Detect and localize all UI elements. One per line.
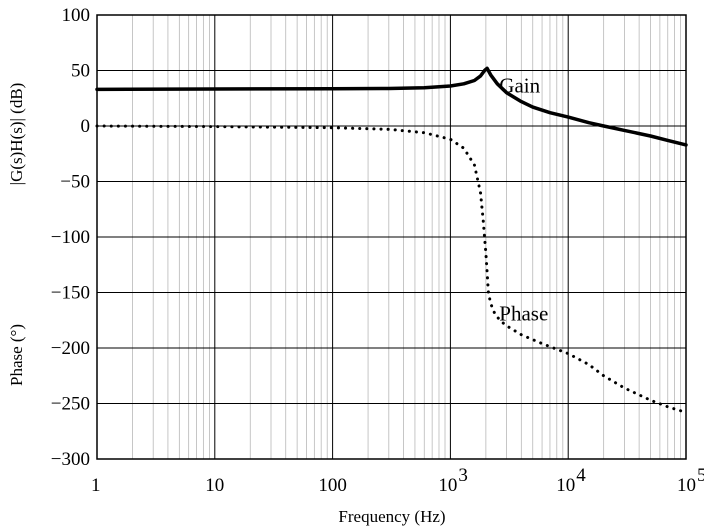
y-tick-label: 50 bbox=[71, 61, 90, 82]
x-tick-label-exponent: 3 bbox=[458, 465, 468, 486]
x-tick-label: 10 5 bbox=[677, 465, 704, 496]
x-tick-label: 10 4 bbox=[556, 465, 586, 496]
x-axis-title: Frequency (Hz) bbox=[338, 507, 445, 526]
y-axis-title-phase: Phase (°) bbox=[7, 324, 26, 386]
x-tick-label-exponent: 5 bbox=[697, 465, 704, 486]
x-tick-label: 1 bbox=[91, 475, 101, 496]
y-tick-label: −150 bbox=[51, 283, 90, 304]
x-tick-label-base: 10 bbox=[556, 475, 575, 496]
series-labels: Gain Phase bbox=[499, 74, 548, 326]
series-gain-line bbox=[95, 66, 688, 147]
series-label-phase: Phase bbox=[499, 301, 548, 325]
x-tick-label: 100 bbox=[318, 475, 347, 496]
series-phase-line bbox=[95, 124, 688, 414]
x-tick-label: 10 3 bbox=[438, 465, 468, 496]
x-tick-label-base: 10 bbox=[438, 475, 457, 496]
y-tick-label: −100 bbox=[51, 227, 90, 248]
y-tick-label: 100 bbox=[62, 5, 91, 26]
x-tick-label: 10 bbox=[205, 475, 224, 496]
series-layer bbox=[95, 66, 688, 414]
y-axis-title-gain: |G(s)H(s)| (dB) bbox=[7, 83, 26, 186]
y-tick-labels: 100 50 0 −50 −100 −150 −200 −250 −300 bbox=[51, 5, 90, 470]
x-tick-label-exponent: 4 bbox=[576, 465, 586, 486]
y-tick-label: −50 bbox=[60, 172, 90, 193]
series-label-gain: Gain bbox=[499, 74, 540, 98]
plot-frame bbox=[96, 14, 687, 460]
y-tick-label: −250 bbox=[51, 394, 90, 415]
y-tick-label: −300 bbox=[51, 449, 90, 470]
major-grid bbox=[96, 14, 687, 460]
x-tick-label-base: 10 bbox=[677, 475, 696, 496]
y-tick-label: 0 bbox=[81, 116, 91, 137]
y-tick-label: −200 bbox=[51, 338, 90, 359]
x-tick-labels: 1 10 100 10 3 10 4 10 5 bbox=[91, 465, 704, 496]
